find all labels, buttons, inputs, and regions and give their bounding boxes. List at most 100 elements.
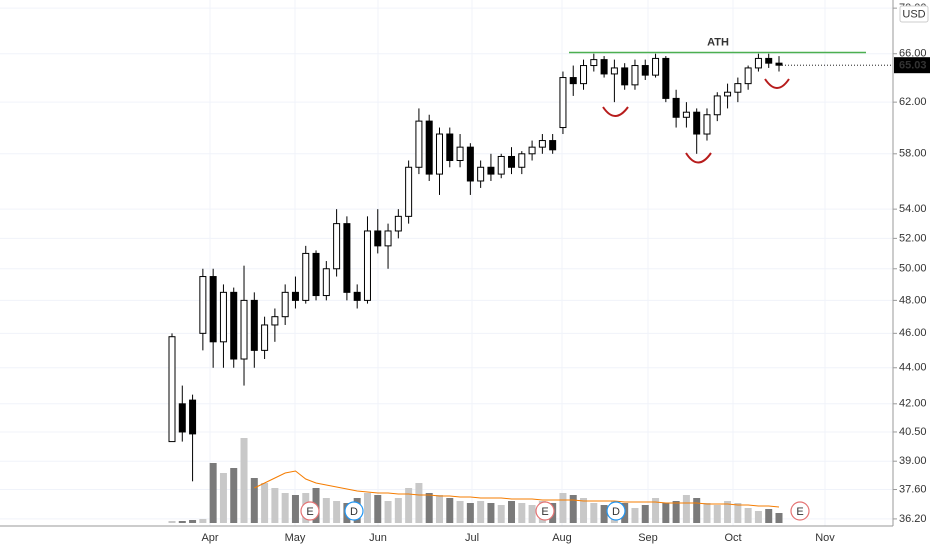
candle-body [261,324,269,351]
volume-bar [724,501,732,523]
y-tick-label: 48.00 [899,294,927,306]
candle-body [281,291,289,318]
candle-body [405,166,413,217]
volume-bar [250,478,258,523]
candle-body [178,403,186,433]
currency: USD [902,8,925,20]
pattern-curve [602,106,629,117]
volume-bar [559,493,567,523]
volume-bar [580,498,588,523]
candle-body [713,95,721,116]
candle-body [219,291,227,343]
candle-body [240,299,248,360]
y-tick-label: 66.00 [899,48,927,60]
x-tick-label: Jul [465,532,479,544]
x-tick-label: Aug [552,532,572,544]
candle-body [487,166,495,175]
candle-body [271,316,279,326]
candle-body [765,57,773,64]
volume-bar [178,521,186,523]
candle-body [621,67,629,86]
candle-body [497,155,505,175]
volume-bar [487,503,495,523]
x-tick-label: Jun [369,532,387,544]
candle-body [456,146,464,162]
event-marker[interactable] [300,501,320,521]
y-tick-label: 37.60 [899,483,927,495]
volume-bar [168,521,176,523]
volume-bar [333,501,341,523]
candle-body [734,83,742,93]
candle-body [518,153,526,168]
volume-bar [744,508,752,523]
volume-bar [384,501,392,523]
candle-body [590,59,598,67]
candle-body [168,336,176,443]
y-tick-label: 42.00 [899,398,927,410]
candle-body [631,65,639,86]
event-marker[interactable] [535,501,555,521]
volume-bar [446,498,454,523]
ath-label: ATH [707,36,729,48]
currency-box[interactable] [899,5,929,23]
candle-body [446,133,454,162]
volume-bar [281,493,289,523]
volume-bar [415,483,423,523]
event-label: E [306,506,313,518]
volume-bar [775,513,783,523]
candle-body [199,276,207,334]
event-marker[interactable] [606,501,626,521]
candle-body [508,155,516,168]
event-label: D [612,506,620,518]
x-tick-label: Nov [815,532,835,544]
volume-bar [600,505,608,523]
candle-body [333,223,341,270]
candle-body [693,111,701,135]
volume-bar [456,501,464,523]
x-tick-label: Apr [201,532,218,544]
candle-body [580,65,588,85]
volume-bar [631,508,639,523]
x-tick-label: May [285,532,306,544]
candle-body [353,291,361,301]
last-price-box [894,57,930,74]
candle-body [189,399,197,435]
candle-body [754,57,762,69]
candle-body [466,146,474,182]
candle-body [672,97,680,118]
candle-body [610,67,618,75]
event-marker[interactable] [344,501,364,521]
volume-bar [734,503,742,523]
x-tick-label: Sep [638,532,658,544]
volume-bar [405,488,413,523]
y-tick-label: 58.00 [899,148,927,160]
volume-bar [466,503,474,523]
candle-body [538,140,546,148]
candle-body [363,230,371,301]
candle-body [312,252,320,297]
event-label: D [350,506,358,518]
volume-bar [374,495,382,523]
event-marker[interactable] [790,501,810,521]
y-tick-label: 36.20 [899,513,927,525]
candle-body [682,111,690,118]
volume-bar [528,505,536,523]
volume-bar [363,493,371,523]
volume-bar [322,498,330,523]
volume-bar [209,463,217,523]
y-tick-label: 52.00 [899,232,927,244]
volume-bar [590,503,598,523]
y-tick-label: 54.00 [899,203,927,215]
volume-bar [425,493,433,523]
last-price-label: 65.03 [899,60,927,72]
volume-bar [394,498,402,523]
volume-ma-line [254,470,780,508]
x-tick-label: Oct [724,532,741,544]
candle-body [343,223,351,293]
volume-bar [477,501,485,523]
volume-bar [240,438,248,523]
volume-bar [189,520,197,523]
candle-body [394,215,402,232]
volume-bar [271,488,279,523]
